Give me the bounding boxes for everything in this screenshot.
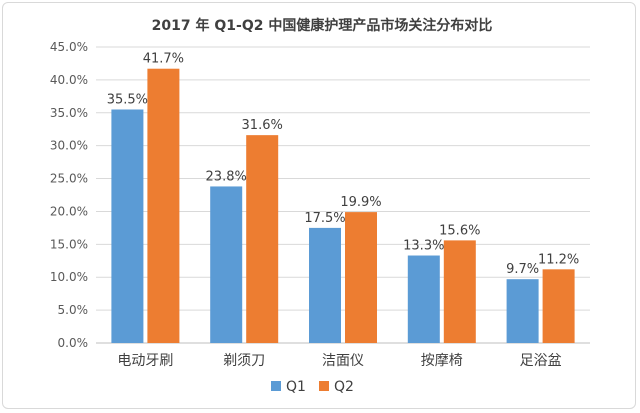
y-tick-label: 20.0%	[50, 204, 88, 218]
data-label: 9.7%	[506, 262, 539, 277]
bar-q2	[345, 212, 377, 343]
y-axis: 0.0% 5.0% 10.0% 15.0% 20.0% 25.0% 30.0% 35.0% 40…	[50, 40, 88, 350]
bar-q1	[210, 186, 243, 343]
data-label: 19.9%	[340, 195, 381, 210]
bar-q2	[147, 68, 180, 343]
data-labels: 35.5% 41.7% 23.8% 31.6% 17.5%19.9% 13.3%15.6%…	[107, 52, 580, 277]
data-label: 17.5%	[304, 211, 345, 226]
y-tick-label: 35.0%	[50, 106, 88, 120]
bar-q2	[443, 240, 476, 343]
data-label: 13.3%	[403, 239, 444, 254]
legend-swatch-q2	[319, 381, 329, 391]
chart-title: 2017 年 Q1-Q2 中国健康护理产品市场关注分布对比	[152, 17, 493, 34]
bars	[111, 68, 575, 343]
y-tick-label: 40.0%	[50, 73, 88, 87]
bar-q2	[246, 135, 279, 343]
data-label: 35.5%	[107, 92, 148, 107]
legend-label-q2: Q2	[334, 379, 354, 395]
data-label: 15.6%	[439, 223, 480, 238]
x-category-label: 洁面仪	[322, 353, 364, 369]
data-label: 11.2%	[538, 252, 579, 267]
y-tick-label: 45.0%	[50, 40, 88, 54]
bar-q2	[542, 269, 575, 343]
bar-q1	[309, 227, 341, 343]
y-tick-label: 10.0%	[50, 270, 88, 284]
legend-label-q1: Q1	[286, 379, 306, 395]
bar-q1	[111, 109, 144, 343]
bar-q1	[407, 255, 440, 343]
x-category-label: 电动牙刷	[117, 353, 173, 369]
y-tick-label: 5.0%	[58, 303, 89, 317]
data-label: 41.7%	[143, 52, 184, 67]
legend-swatch-q1	[271, 381, 281, 391]
y-tick-label: 15.0%	[50, 237, 88, 251]
y-tick-label: 30.0%	[50, 139, 88, 153]
data-label: 31.6%	[242, 118, 283, 133]
y-tick-label: 25.0%	[50, 172, 88, 186]
y-tick-label: 0.0%	[58, 336, 89, 350]
data-label: 23.8%	[206, 169, 247, 184]
bar-q1	[506, 279, 539, 343]
x-category-label: 按摩椅	[421, 352, 463, 369]
x-axis: 电动牙刷 剃须刀 洁面仪 按摩椅 足浴盆	[117, 352, 561, 369]
x-category-label: 足浴盆	[520, 353, 562, 369]
x-category-label: 剃须刀	[223, 353, 265, 369]
legend: Q1 Q2	[271, 379, 354, 395]
